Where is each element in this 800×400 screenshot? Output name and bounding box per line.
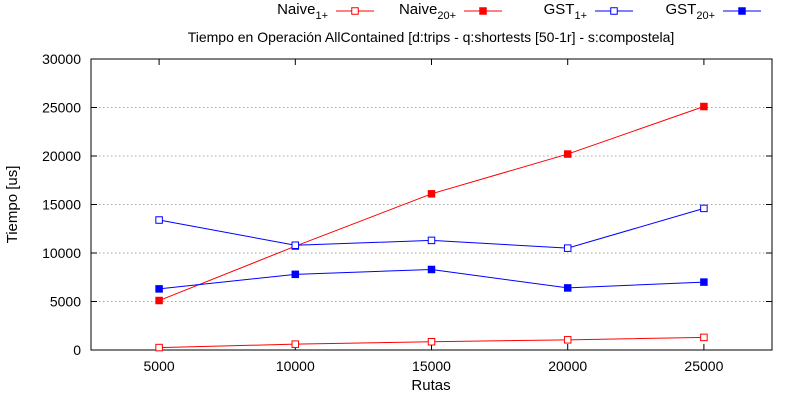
data-point [700, 278, 708, 286]
y-tick-label: 30000 [42, 51, 81, 67]
data-point [427, 236, 436, 245]
data-point [155, 343, 163, 352]
legend-label: GST1+ [544, 1, 587, 22]
x-tick-label: 10000 [276, 358, 315, 374]
series-gst-1plus [155, 204, 708, 252]
y-tick-label: 15000 [42, 197, 81, 213]
data-point [700, 333, 708, 342]
data-point [563, 150, 572, 158]
legend-item: GST1+ [544, 1, 633, 22]
data-point [291, 241, 300, 249]
data-point [563, 244, 572, 252]
legend-label: GST20+ [665, 1, 715, 22]
grid [91, 107, 772, 302]
x-tick-label: 20000 [548, 358, 587, 374]
x-tick-label: 25000 [684, 358, 723, 374]
y-axis-title: Tiempo [us] [4, 166, 21, 244]
x-tick-label: 15000 [412, 358, 451, 374]
legend-label: Naive20+ [399, 1, 456, 22]
series-naive-1plus [155, 333, 708, 352]
series-gst-20plus [155, 265, 708, 293]
data-point [427, 338, 436, 346]
data-point [155, 296, 163, 305]
data-point [563, 284, 572, 292]
data-point [427, 265, 436, 274]
data-point [700, 102, 708, 111]
data-point [700, 204, 708, 213]
legend-marker [479, 7, 487, 15]
chart-title: Tiempo en Operación AllContained [d:trip… [188, 29, 675, 45]
x-tick-label: 5000 [144, 358, 175, 374]
legend-item: GST20+ [665, 1, 761, 22]
data-point [155, 285, 163, 293]
series-naive-20plus [155, 102, 708, 305]
y-tick-label: 10000 [42, 245, 81, 261]
data-point [291, 340, 300, 348]
x-axis-title: Rutas [411, 377, 450, 394]
axes: 0 5000 10000 15000 20000 25000 30000 5000 10000 1… [42, 51, 772, 374]
data-point [291, 270, 300, 279]
legend-marker [738, 7, 746, 15]
data-point [563, 336, 572, 344]
y-tick-label: 20000 [42, 148, 81, 164]
series-layer [155, 102, 708, 352]
legend-item: Naive20+ [399, 1, 502, 22]
legend-marker [610, 7, 618, 15]
y-tick-label: 25000 [42, 100, 81, 116]
data-point [155, 216, 163, 224]
y-tick-label: 0 [73, 342, 81, 358]
data-point [427, 190, 436, 198]
legend-item: Naive1+ [277, 1, 374, 22]
y-tick-label: 5000 [50, 294, 81, 310]
legend: Naive1+ Naive20+ GST1+ GST20+ [277, 1, 761, 22]
legend-marker [351, 7, 359, 15]
legend-label: Naive1+ [277, 1, 328, 22]
